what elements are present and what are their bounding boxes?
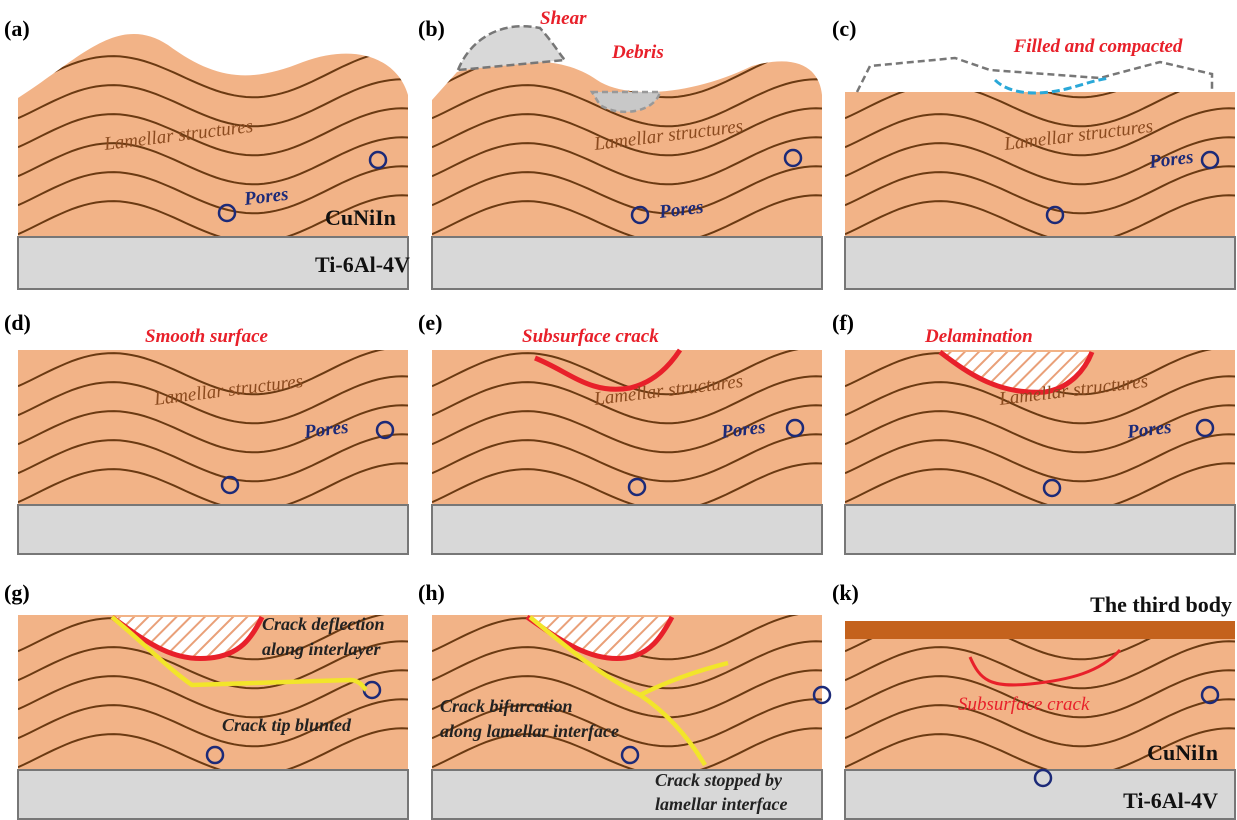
annotation: Smooth surface <box>145 326 269 347</box>
annotation: CuNiIn <box>325 205 396 230</box>
page: {"panels": [ {"label": "(a)", "texts": [… <box>0 0 1237 820</box>
annotation: CuNiIn <box>1147 740 1218 765</box>
annotation: Delamination <box>924 326 1033 347</box>
substrate <box>18 770 408 819</box>
substrate <box>432 505 822 554</box>
annotation: along lamellar interface <box>440 721 619 741</box>
annotation: Subsurface crack <box>958 694 1090 715</box>
annotation: along interlayer <box>262 639 381 659</box>
third-body <box>845 621 1235 639</box>
annotation: Filled and compacted <box>1013 36 1183 57</box>
panel-label: (c) <box>832 16 856 41</box>
panel <box>18 34 408 289</box>
removed-outline <box>857 58 1212 92</box>
panel-label: (h) <box>418 580 445 605</box>
annotation: Crack stopped by <box>655 770 783 790</box>
panel-label: (a) <box>4 16 30 41</box>
annotation: The third body <box>1090 592 1232 617</box>
filled-line <box>995 78 1110 93</box>
annotation: lamellar interface <box>655 794 787 814</box>
annotation: Crack bifurcation <box>440 696 573 716</box>
substrate <box>18 505 408 554</box>
panel-label: (e) <box>418 310 442 335</box>
substrate <box>845 237 1235 289</box>
annotation: Subsurface crack <box>522 326 659 347</box>
coating <box>18 350 408 505</box>
figure: (a) Lamellar structures Pores CuNiIn Ti-… <box>0 0 1237 820</box>
annotation: Debris <box>611 42 664 63</box>
annotation: Crack tip blunted <box>222 715 352 735</box>
substrate <box>845 505 1235 554</box>
panel-label: (b) <box>418 16 445 41</box>
annotation: Crack deflection <box>262 614 384 634</box>
panel-label: (g) <box>4 580 30 605</box>
panel-label: (k) <box>832 580 859 605</box>
panel <box>432 50 822 289</box>
panel <box>432 347 822 554</box>
panel-label: (d) <box>4 310 31 335</box>
annotation: Ti-6Al-4V <box>315 252 410 277</box>
annotation: Ti-6Al-4V <box>1123 788 1218 813</box>
panel <box>18 347 408 554</box>
panel-label: (f) <box>832 310 854 335</box>
annotation: Shear <box>540 8 587 29</box>
substrate <box>432 237 822 289</box>
